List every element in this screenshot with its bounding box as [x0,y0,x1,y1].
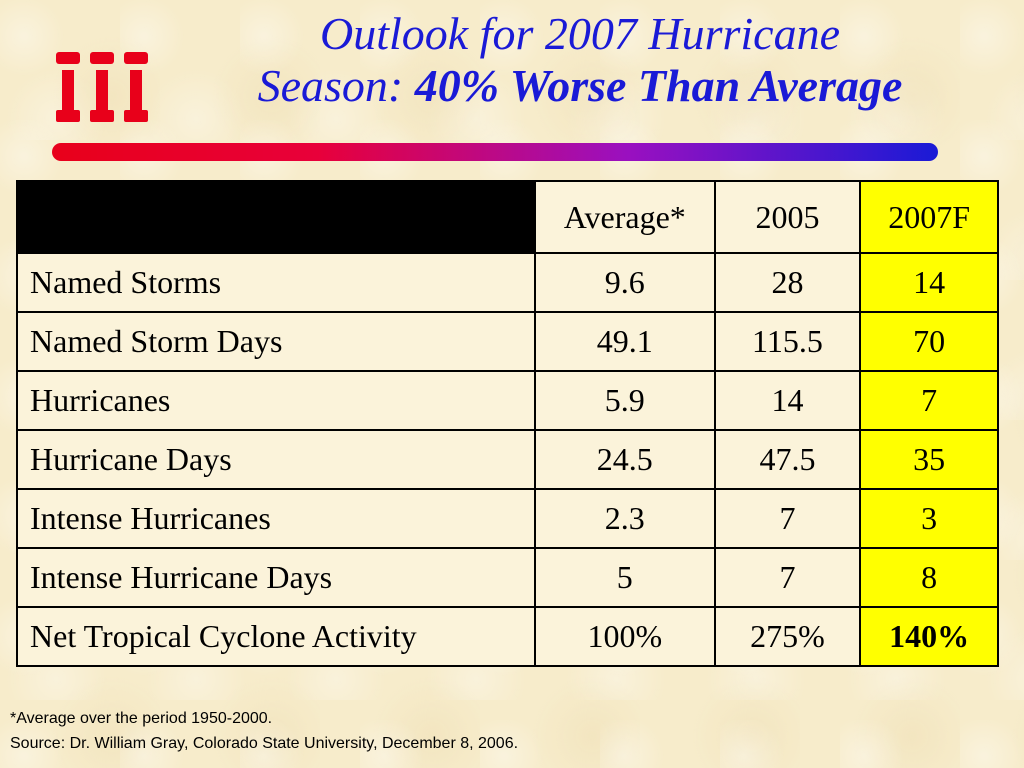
page-title: Outlook for 2007 Hurricane Season: 40% W… [160,8,1000,112]
cell-average: 5 [533,547,716,608]
row-label: Named Storms [16,252,536,313]
title-line2-prefix: Season: [257,60,415,111]
cell-2007f: 70 [859,311,999,372]
cell-average: 49.1 [533,311,716,372]
hurricane-outlook-table: Average* 2005 2007F Named Storms 9.6 28 … [16,180,999,667]
cell-2007f: 35 [859,429,999,490]
table-corner-cell [16,180,536,254]
table-row: Net Tropical Cyclone Activity 100% 275% … [16,606,999,667]
table-row: Intense Hurricane Days 5 7 8 [16,547,999,608]
cell-average: 5.9 [533,370,716,431]
cell-2005: 7 [713,488,862,549]
table-row: Hurricanes 5.9 14 7 [16,370,999,431]
cell-average: 9.6 [533,252,716,313]
title-line2-emphasis: 40% Worse Than Average [414,60,903,111]
table-row: Named Storm Days 49.1 115.5 70 [16,311,999,372]
cell-average: 2.3 [533,488,716,549]
iii-logo-icon [56,52,148,122]
table-header-row: Average* 2005 2007F [16,180,999,254]
row-label: Intense Hurricane Days [16,547,536,608]
row-label: Intense Hurricanes [16,488,536,549]
cell-2005: 47.5 [713,429,862,490]
cell-2005: 275% [713,606,862,667]
header-average: Average* [533,180,716,254]
header-2005: 2005 [713,180,862,254]
cell-2007f: 140% [859,606,999,667]
header-2007f: 2007F [859,180,999,254]
cell-2005: 7 [713,547,862,608]
gradient-divider [52,143,938,161]
cell-2005: 115.5 [713,311,862,372]
table-row: Named Storms 9.6 28 14 [16,252,999,313]
title-line2: Season: 40% Worse Than Average [160,60,1000,112]
cell-average: 24.5 [533,429,716,490]
title-line1: Outlook for 2007 Hurricane [319,8,840,59]
footnotes: *Average over the period 1950-2000. Sour… [10,706,518,756]
row-label: Hurricane Days [16,429,536,490]
row-label: Net Tropical Cyclone Activity [16,606,536,667]
footnote-average: *Average over the period 1950-2000. [10,710,273,727]
table-row: Intense Hurricanes 2.3 7 3 [16,488,999,549]
row-label: Named Storm Days [16,311,536,372]
cell-average: 100% [533,606,716,667]
source-citation: Source: Dr. William Gray, Colorado State… [10,735,519,752]
cell-2007f: 8 [859,547,999,608]
table-row: Hurricane Days 24.5 47.5 35 [16,429,999,490]
cell-2007f: 3 [859,488,999,549]
cell-2005: 28 [713,252,862,313]
cell-2007f: 14 [859,252,999,313]
cell-2005: 14 [713,370,862,431]
row-label: Hurricanes [16,370,536,431]
cell-2007f: 7 [859,370,999,431]
